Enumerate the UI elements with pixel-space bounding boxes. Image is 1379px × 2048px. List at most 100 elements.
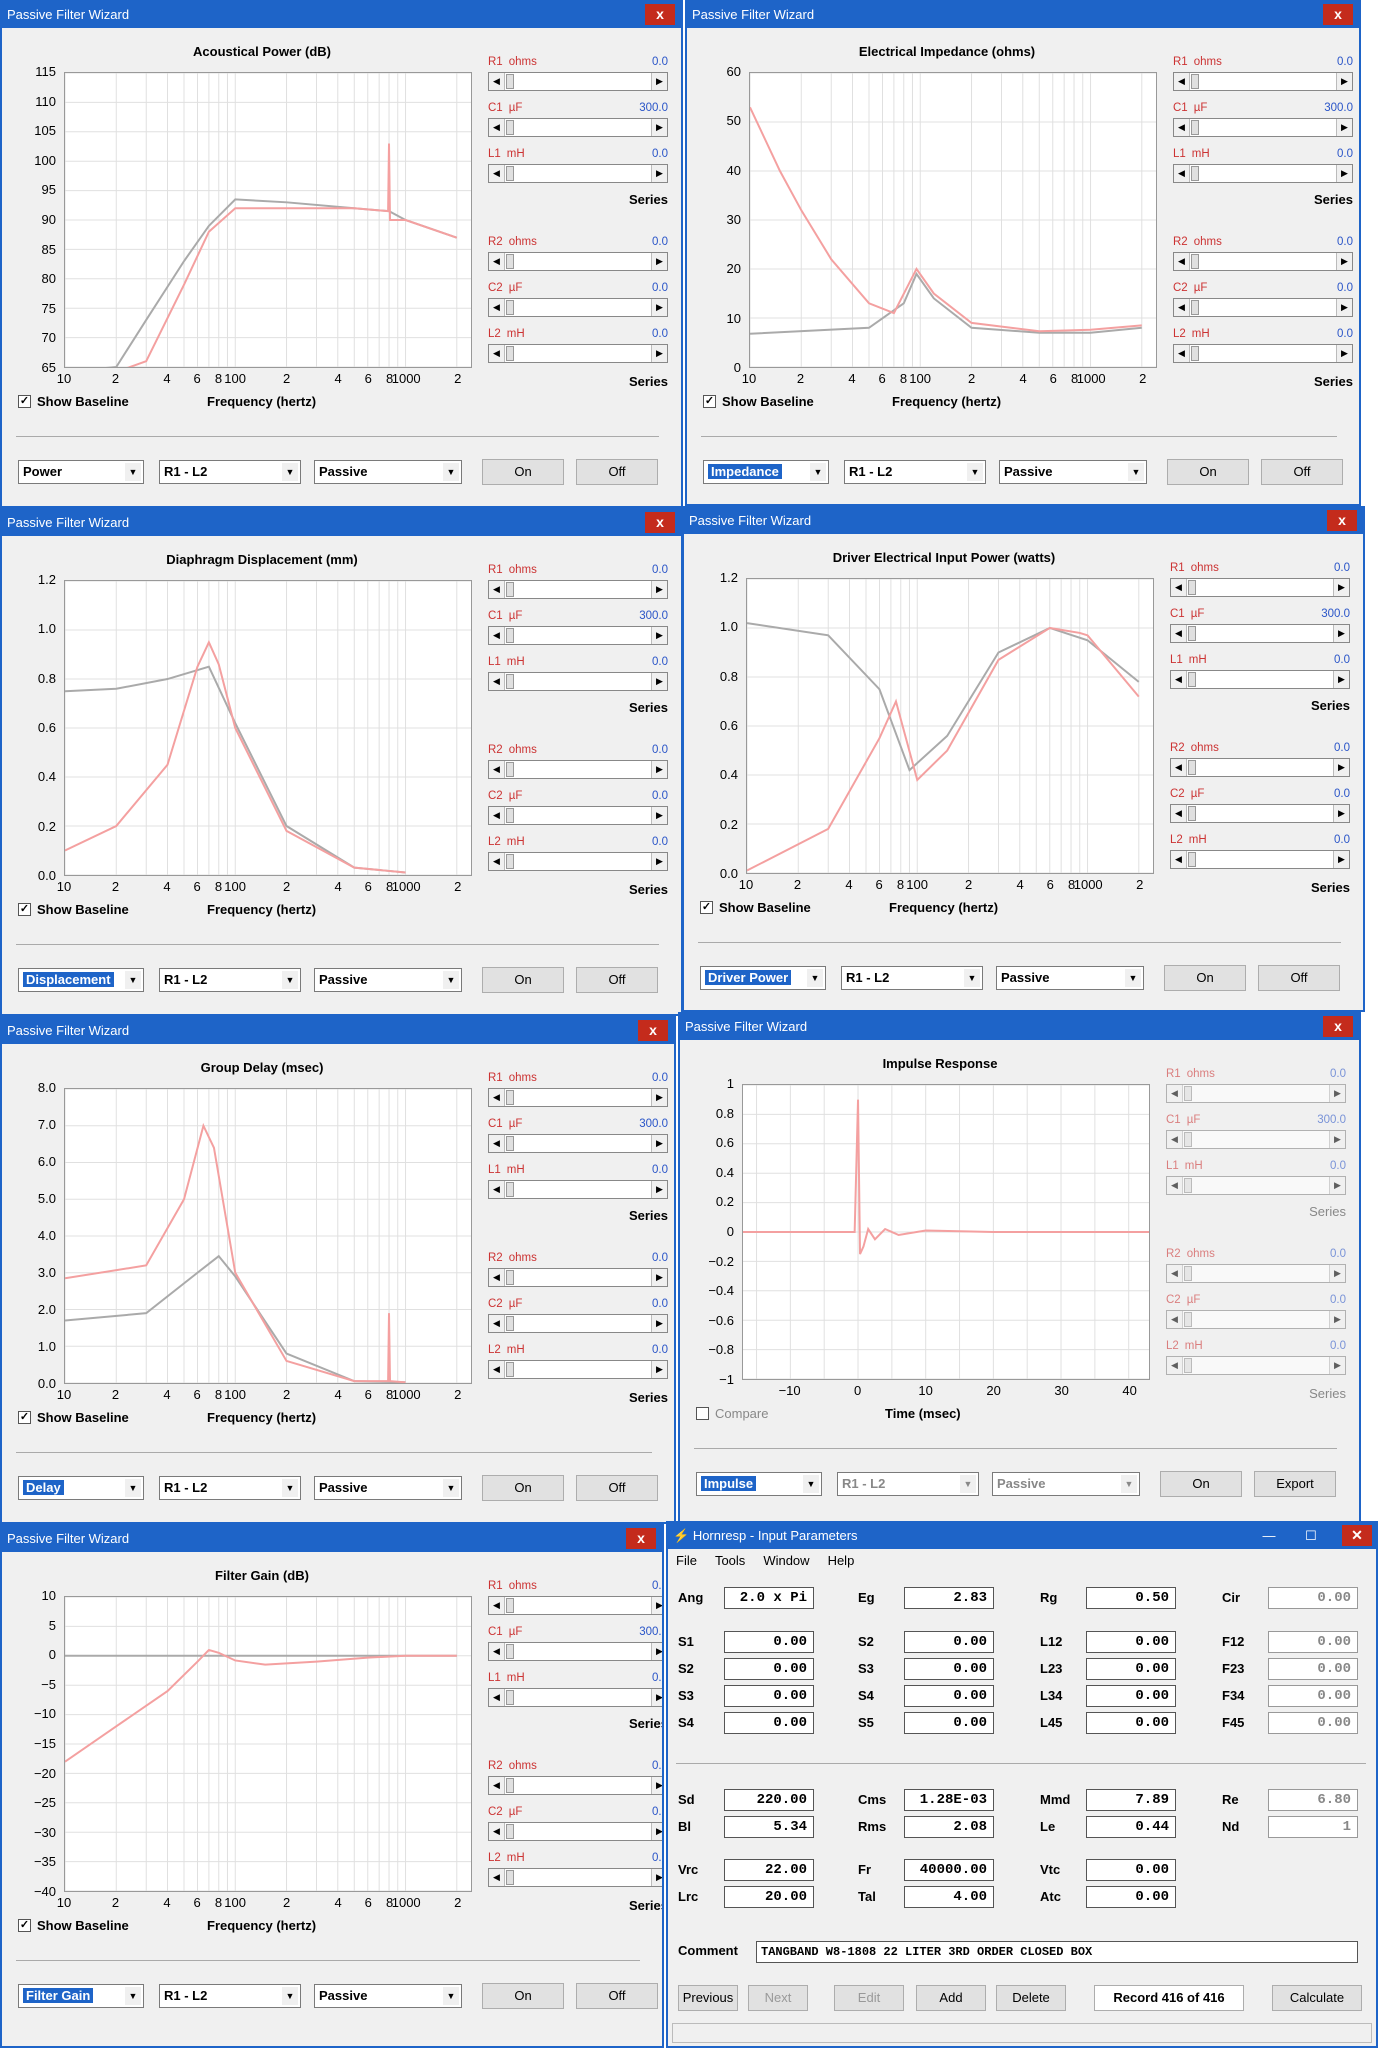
view-select[interactable]: Filter Gain ▼ [18, 1984, 144, 2008]
arrow-left-icon[interactable]: ◀ [1174, 345, 1190, 362]
arrow-left-icon[interactable]: ◀ [489, 1823, 505, 1840]
menu-help[interactable]: Help [827, 1553, 855, 1568]
arrow-right-icon[interactable]: ▶ [1329, 1131, 1345, 1148]
arrow-right-icon[interactable]: ▶ [651, 1361, 667, 1378]
chevron-down-icon[interactable]: ▼ [1125, 969, 1141, 987]
off-button[interactable]: Off [576, 1475, 658, 1501]
previous-button[interactable]: Previous [678, 1985, 738, 2011]
chevron-down-icon[interactable]: ▼ [282, 1987, 298, 2005]
arrow-left-icon[interactable]: ◀ [489, 1269, 505, 1286]
slider-track[interactable]: ◀ ▶ [488, 1868, 662, 1887]
arrow-right-icon[interactable]: ▶ [651, 1823, 662, 1840]
slider-track[interactable]: ◀ ▶ [1170, 578, 1350, 597]
arrow-right-icon[interactable]: ▶ [651, 1643, 662, 1660]
arrow-right-icon[interactable]: ▶ [1329, 1357, 1345, 1374]
view-select[interactable]: Displacement ▼ [18, 968, 144, 992]
param-field[interactable]: 0.00 [1086, 1712, 1176, 1734]
param-field[interactable]: 7.89 [1086, 1789, 1176, 1811]
checkbox-box[interactable] [696, 1407, 709, 1420]
param-field[interactable]: 0.00 [1086, 1685, 1176, 1707]
arrow-left-icon[interactable]: ◀ [1171, 805, 1187, 822]
chevron-down-icon[interactable]: ▼ [125, 463, 141, 481]
chevron-down-icon[interactable]: ▼ [960, 1475, 976, 1493]
off-button[interactable]: Off [576, 459, 658, 485]
slider-track[interactable]: ◀ ▶ [488, 252, 668, 271]
slider-track[interactable]: ◀ ▶ [488, 1134, 668, 1153]
slider-track[interactable]: ◀ ▶ [1166, 1130, 1346, 1149]
slider-track[interactable]: ◀ ▶ [488, 1360, 668, 1379]
compare-checkbox[interactable]: Compare [696, 1406, 768, 1421]
arrow-left-icon[interactable]: ◀ [489, 119, 505, 136]
param-field[interactable]: 0.00 [904, 1631, 994, 1653]
menu-window[interactable]: Window [763, 1553, 810, 1568]
on-button[interactable]: On [482, 967, 564, 993]
slider-thumb[interactable] [506, 762, 514, 777]
slider-track[interactable]: ◀ ▶ [488, 1314, 668, 1333]
arrow-left-icon[interactable]: ◀ [489, 73, 505, 90]
slider-thumb[interactable] [1184, 1358, 1192, 1373]
chevron-down-icon[interactable]: ▼ [125, 1479, 141, 1497]
arrow-right-icon[interactable]: ▶ [651, 1135, 667, 1152]
param-field[interactable]: 0.00 [724, 1685, 814, 1707]
chevron-down-icon[interactable]: ▼ [967, 463, 983, 481]
arrow-left-icon[interactable]: ◀ [1174, 253, 1190, 270]
slider-thumb[interactable] [506, 1136, 514, 1151]
slider-thumb[interactable] [506, 1690, 514, 1705]
arrow-right-icon[interactable]: ▶ [1333, 851, 1349, 868]
slider-track[interactable]: ◀ ▶ [488, 1688, 662, 1707]
arrow-left-icon[interactable]: ◀ [489, 627, 505, 644]
slider-track[interactable]: ◀ ▶ [488, 672, 668, 691]
close-button[interactable]: x [1323, 1016, 1353, 1037]
param-field[interactable]: 0.00 [904, 1685, 994, 1707]
slider-thumb[interactable] [506, 166, 514, 181]
close-button[interactable]: x [645, 512, 675, 533]
arrow-left-icon[interactable]: ◀ [489, 345, 505, 362]
delete-button[interactable]: Delete [996, 1985, 1066, 2011]
arrow-right-icon[interactable]: ▶ [1333, 625, 1349, 642]
edit-button[interactable]: Edit [834, 1985, 904, 2011]
arrow-right-icon[interactable]: ▶ [651, 807, 667, 824]
arrow-left-icon[interactable]: ◀ [489, 1869, 505, 1886]
slider-thumb[interactable] [506, 1182, 514, 1197]
show-baseline-checkbox[interactable]: ✓ Show Baseline [18, 1918, 129, 1933]
show-baseline-checkbox[interactable]: ✓ Show Baseline [18, 394, 129, 409]
param-field[interactable]: 2.83 [904, 1587, 994, 1609]
param-field[interactable]: 1.28E-03 [904, 1789, 994, 1811]
arrow-left-icon[interactable]: ◀ [489, 1643, 505, 1660]
param-field[interactable]: 0.50 [1086, 1587, 1176, 1609]
arrow-right-icon[interactable]: ▶ [1336, 165, 1352, 182]
param-field[interactable]: 0.00 [904, 1712, 994, 1734]
export-button[interactable]: Export [1254, 1471, 1336, 1497]
chevron-down-icon[interactable]: ▼ [443, 463, 459, 481]
slider-thumb[interactable] [1184, 1178, 1192, 1193]
slider-track[interactable]: ◀ ▶ [1173, 118, 1353, 137]
chevron-down-icon[interactable]: ▼ [282, 971, 298, 989]
slider-track[interactable]: ◀ ▶ [488, 806, 668, 825]
arrow-left-icon[interactable]: ◀ [489, 807, 505, 824]
close-button[interactable]: x [1323, 4, 1353, 25]
checkbox-box[interactable]: ✓ [18, 903, 31, 916]
slider-track[interactable]: ◀ ▶ [488, 1180, 668, 1199]
next-button[interactable]: Next [748, 1985, 808, 2011]
param-field[interactable]: 0.00 [1086, 1859, 1176, 1881]
view-select[interactable]: Impulse ▼ [696, 1472, 822, 1496]
slider-track[interactable]: ◀ ▶ [488, 580, 668, 599]
arrow-left-icon[interactable]: ◀ [1171, 759, 1187, 776]
arrow-right-icon[interactable]: ▶ [651, 73, 667, 90]
arrow-left-icon[interactable]: ◀ [1167, 1311, 1183, 1328]
range-select[interactable]: R1 - L2 ▼ [837, 1472, 979, 1496]
slider-thumb[interactable] [1188, 852, 1196, 867]
on-button[interactable]: On [482, 1983, 564, 2009]
slider-thumb[interactable] [506, 582, 514, 597]
checkbox-box[interactable]: ✓ [700, 901, 713, 914]
off-button[interactable]: Off [1258, 965, 1340, 991]
arrow-right-icon[interactable]: ▶ [1336, 119, 1352, 136]
chevron-down-icon[interactable]: ▼ [803, 1475, 819, 1493]
arrow-left-icon[interactable]: ◀ [1171, 851, 1187, 868]
param-field[interactable]: 0.00 [1086, 1631, 1176, 1653]
arrow-left-icon[interactable]: ◀ [489, 253, 505, 270]
checkbox-box[interactable]: ✓ [18, 395, 31, 408]
param-field[interactable]: 0.00 [904, 1658, 994, 1680]
chevron-down-icon[interactable]: ▼ [964, 969, 980, 987]
arrow-right-icon[interactable]: ▶ [651, 627, 667, 644]
